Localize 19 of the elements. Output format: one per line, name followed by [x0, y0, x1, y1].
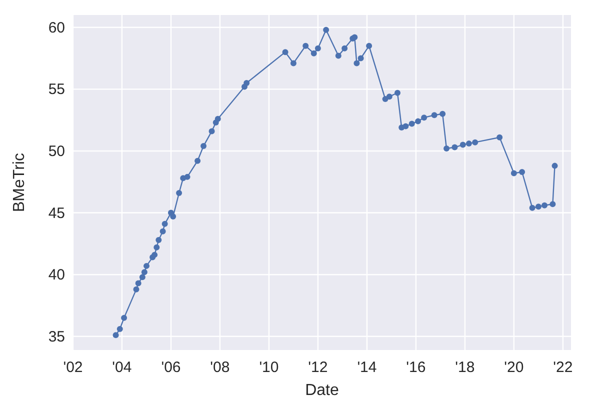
- x-tick-label: '20: [504, 359, 524, 376]
- y-tick-label: 50: [48, 142, 65, 160]
- x-axis-title: Date: [305, 382, 339, 399]
- x-tick-label: '04: [112, 359, 132, 376]
- y-tick-label: 55: [48, 81, 65, 98]
- x-tick-label: '08: [210, 359, 230, 376]
- x-tick-label: '06: [161, 359, 181, 376]
- x-tick-label: '14: [357, 359, 377, 376]
- y-tick-label: 40: [48, 266, 65, 284]
- y-tick-label: 60: [48, 19, 65, 36]
- x-tick-label: '16: [406, 359, 426, 376]
- x-tick-label: '22: [553, 359, 573, 376]
- x-tick-label: '02: [63, 359, 83, 376]
- y-tick-label: 35: [48, 328, 65, 346]
- x-tick-label: '18: [455, 359, 475, 376]
- x-tick-label: '12: [308, 359, 328, 376]
- y-tick-label: 45: [48, 204, 65, 222]
- y-axis-title: BMeTric: [11, 153, 28, 212]
- x-tick-label: '10: [259, 359, 279, 376]
